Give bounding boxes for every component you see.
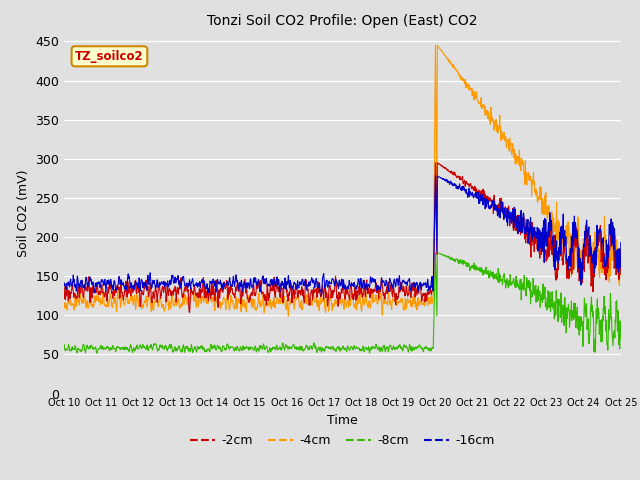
Text: TZ_soilco2: TZ_soilco2 — [75, 50, 144, 63]
Y-axis label: Soil CO2 (mV): Soil CO2 (mV) — [17, 170, 29, 257]
Legend: -2cm, -4cm, -8cm, -16cm: -2cm, -4cm, -8cm, -16cm — [186, 429, 499, 452]
X-axis label: Time: Time — [327, 414, 358, 427]
Title: Tonzi Soil CO2 Profile: Open (East) CO2: Tonzi Soil CO2 Profile: Open (East) CO2 — [207, 14, 477, 28]
